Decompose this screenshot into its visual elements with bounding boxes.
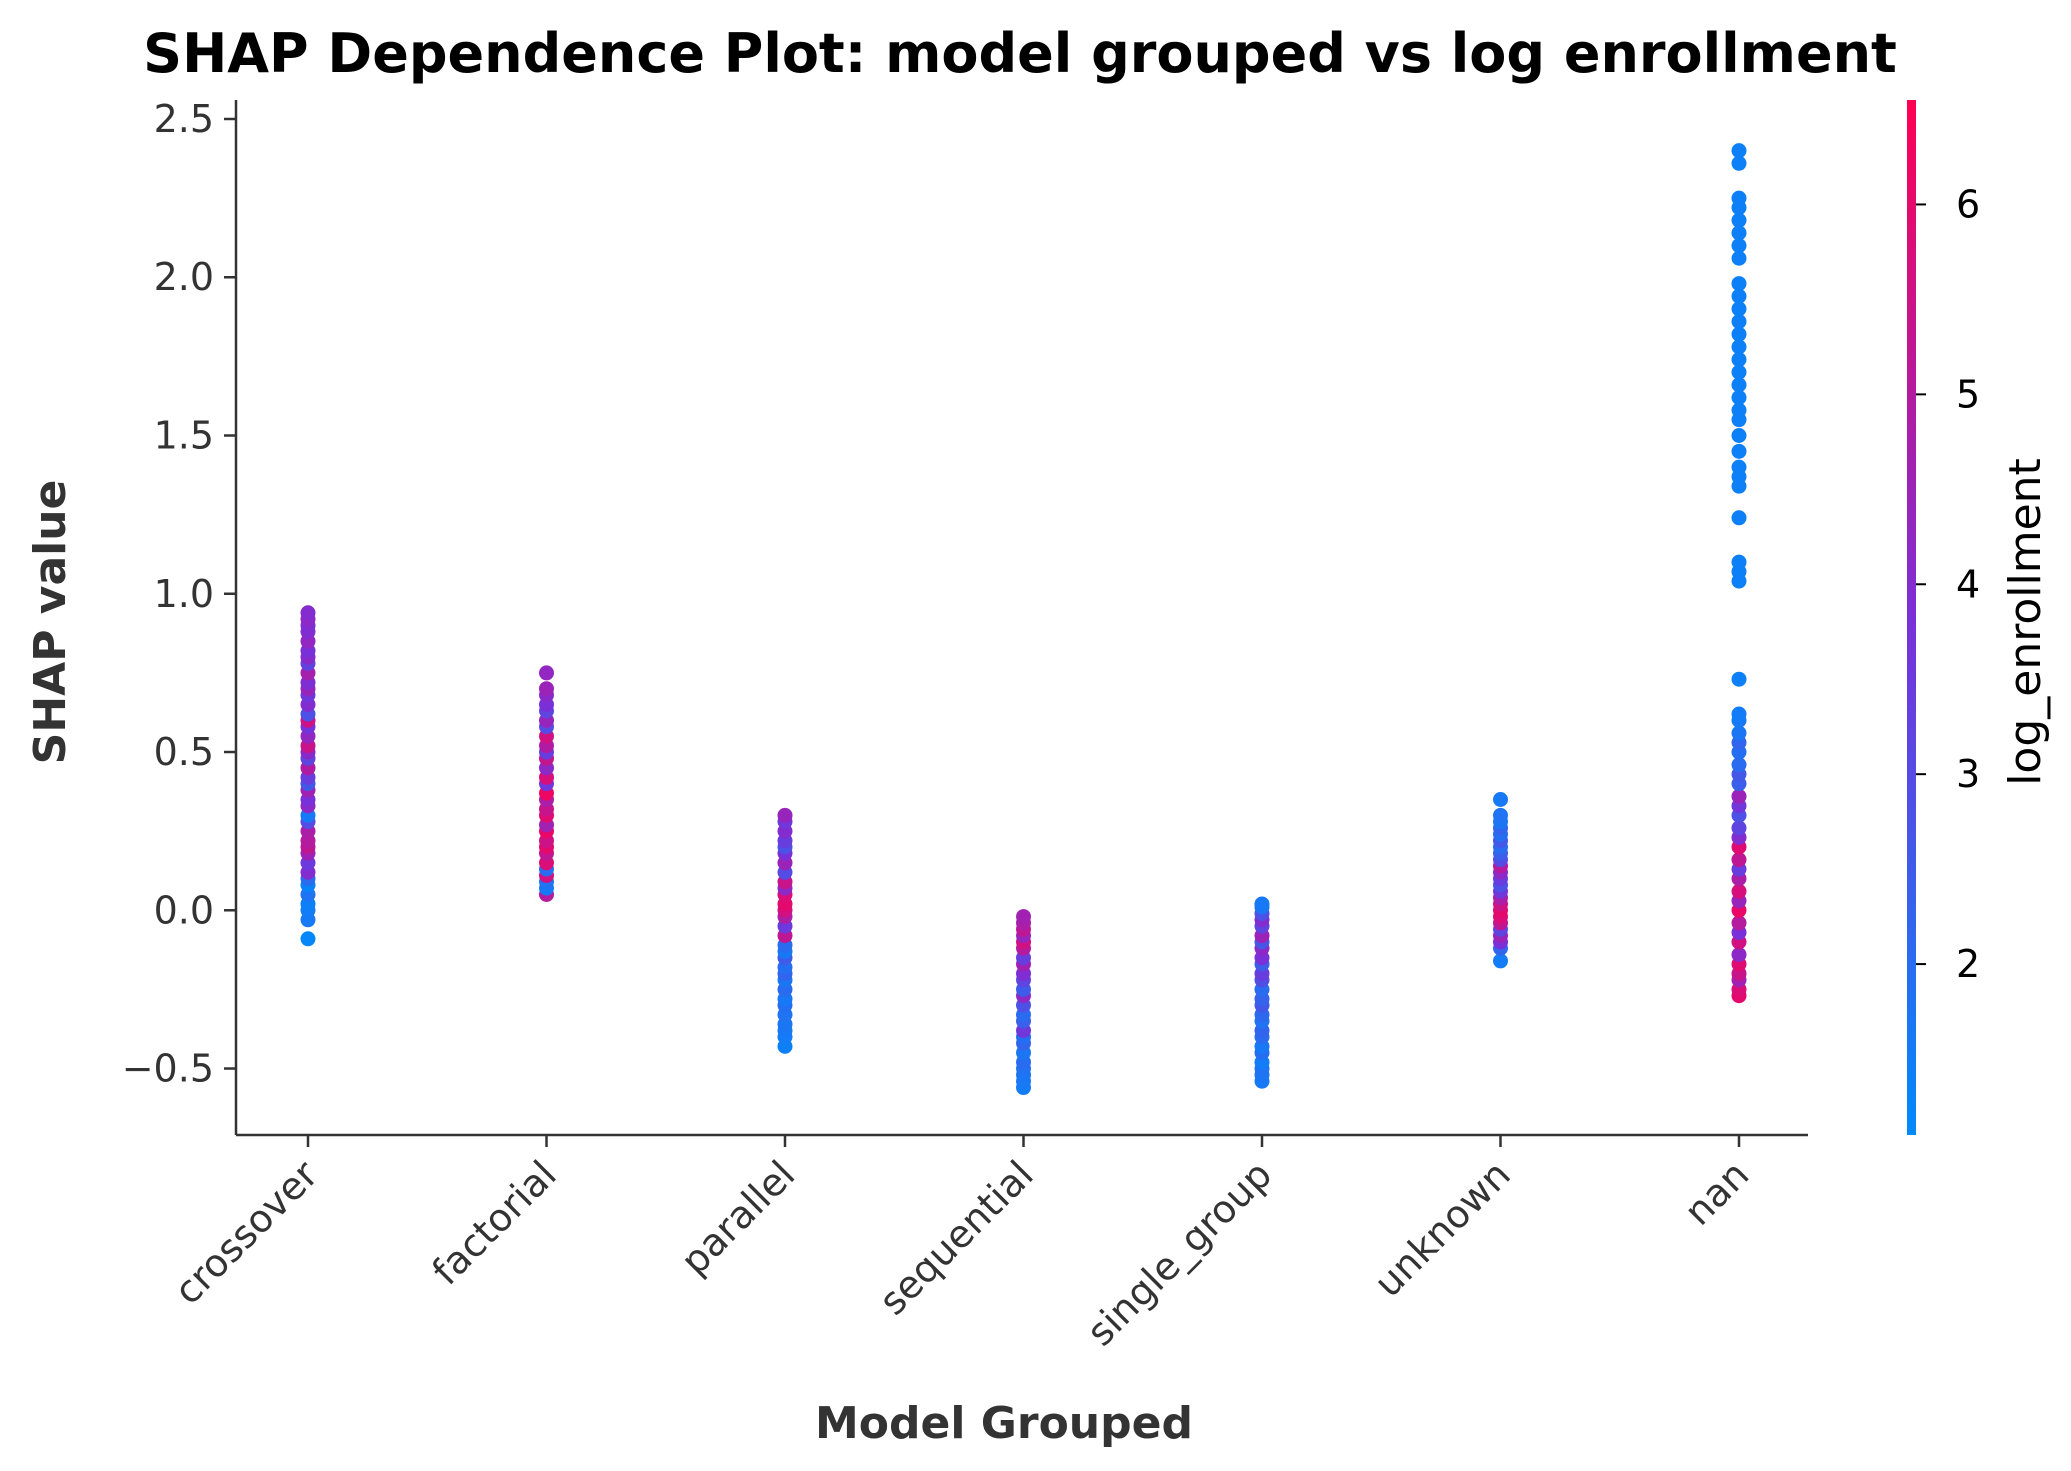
x-tick-label: single_group	[1078, 1152, 1280, 1354]
scatter-point	[1731, 143, 1747, 159]
scatter-point	[1731, 314, 1747, 330]
scatter-point	[1016, 909, 1031, 925]
scatter-point	[1731, 339, 1747, 355]
colorbar: 2 3 4 5 6 log_enrollment	[1907, 100, 2051, 1135]
scatter-point	[1731, 671, 1747, 687]
y-tick-label: 2.5	[154, 97, 214, 141]
scatter-point	[1731, 155, 1747, 171]
colorbar-gradient	[1907, 100, 1916, 1135]
scatter-point	[1731, 238, 1747, 254]
y-tick-label: −0.5	[122, 1047, 214, 1091]
y-axis-title: SHAP value	[25, 480, 76, 765]
scatter-point	[1493, 807, 1508, 823]
x-tick-label: crossover	[166, 1152, 327, 1313]
x-tick-label: sequential	[871, 1152, 1042, 1323]
plot-area: −0.5 0.0 0.5 1.0 1.5 2.0 2.5 crossover factoria…	[122, 97, 1808, 1354]
scatter-point	[1731, 377, 1747, 393]
scatter-point	[1493, 791, 1508, 807]
scatter-point	[1731, 788, 1747, 804]
y-ticks: −0.5 0.0 0.5 1.0 1.5 2.0 2.5	[122, 97, 236, 1091]
scatter-point	[1731, 288, 1747, 304]
scatter-point	[1731, 757, 1747, 773]
scatter-point	[1731, 326, 1747, 342]
scatter-point	[1493, 953, 1508, 969]
colorbar-tick-label: 6	[1956, 182, 1980, 226]
scatter-point	[1731, 510, 1747, 526]
scatter-point	[1731, 706, 1747, 722]
colorbar-label: log_enrollment	[2000, 458, 2051, 786]
scatter-point	[1731, 883, 1747, 899]
scatter-point	[1731, 250, 1747, 266]
scatter-point	[1731, 725, 1747, 741]
scatter-point	[1731, 212, 1747, 228]
scatter-point	[1731, 428, 1747, 444]
scatter-point	[1731, 459, 1747, 475]
scatter-point	[300, 605, 316, 621]
x-ticks: crossover factorial parallel sequential sing…	[166, 1135, 1758, 1354]
scatter-point	[1731, 820, 1747, 836]
x-tick-label: nan	[1676, 1152, 1758, 1234]
scatter-point	[1731, 947, 1747, 963]
colorbar-tick-label: 2	[1956, 942, 1980, 986]
scatter-point	[1731, 225, 1747, 241]
scatter-point	[1731, 402, 1747, 418]
x-axis-title: Model Grouped	[815, 1398, 1193, 1449]
y-tick-label: 1.5	[154, 414, 214, 458]
scatter-point	[1731, 852, 1747, 868]
scatter-point	[1731, 352, 1747, 368]
scatter-point	[300, 931, 316, 947]
scatter-point	[777, 807, 793, 823]
scatter-point	[1731, 276, 1747, 292]
scatter-point	[539, 665, 554, 681]
scatter-point	[1731, 554, 1747, 570]
scatter-point	[1731, 301, 1747, 317]
x-tick-label: factorial	[424, 1152, 565, 1293]
x-tick-label: unknown	[1366, 1152, 1519, 1305]
scatter-point	[539, 681, 554, 697]
scatter-points	[300, 143, 1747, 1096]
scatter-point	[1731, 364, 1747, 380]
scatter-point	[1731, 915, 1747, 931]
scatter-point	[1731, 190, 1747, 206]
colorbar-tick-label: 4	[1956, 562, 1980, 606]
y-tick-label: 1.0	[154, 572, 214, 616]
scatter-point	[1254, 896, 1270, 912]
colorbar-tick-label: 3	[1956, 752, 1980, 796]
scatter-point	[1731, 390, 1747, 406]
y-tick-label: 2.0	[154, 255, 214, 299]
colorbar-ticks: 2 3 4 5 6	[1916, 182, 1980, 986]
colorbar-tick-label: 5	[1956, 372, 1980, 416]
x-tick-label: parallel	[672, 1152, 803, 1283]
y-tick-label: 0.0	[154, 888, 214, 932]
scatter-point	[1731, 443, 1747, 459]
chart-title: SHAP Dependence Plot: model grouped vs l…	[143, 22, 1897, 85]
y-tick-label: 0.5	[154, 730, 214, 774]
